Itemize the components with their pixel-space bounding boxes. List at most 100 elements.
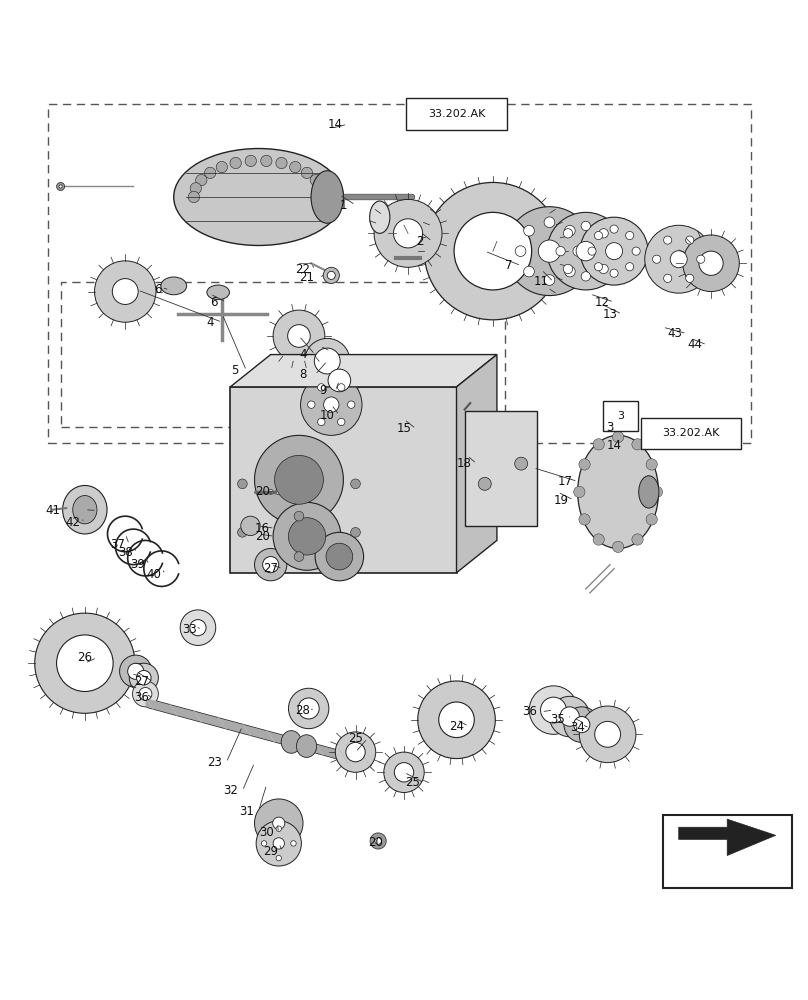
- Circle shape: [544, 275, 555, 285]
- Circle shape: [375, 838, 381, 844]
- Ellipse shape: [73, 496, 97, 524]
- Circle shape: [338, 384, 345, 391]
- Circle shape: [190, 183, 201, 194]
- Circle shape: [346, 742, 365, 762]
- Circle shape: [671, 251, 688, 268]
- Circle shape: [196, 174, 207, 186]
- Circle shape: [318, 191, 329, 203]
- Circle shape: [351, 527, 360, 537]
- Circle shape: [563, 264, 573, 274]
- Circle shape: [301, 167, 313, 179]
- Circle shape: [188, 191, 200, 203]
- Circle shape: [524, 225, 534, 236]
- Circle shape: [593, 439, 604, 450]
- Text: 11: 11: [534, 275, 549, 288]
- Circle shape: [273, 502, 341, 570]
- Circle shape: [318, 384, 325, 391]
- Ellipse shape: [311, 171, 343, 223]
- Circle shape: [112, 279, 138, 304]
- Circle shape: [276, 157, 287, 169]
- Ellipse shape: [161, 277, 187, 295]
- Circle shape: [289, 161, 301, 173]
- Circle shape: [563, 229, 573, 238]
- Circle shape: [544, 217, 555, 228]
- Bar: [48, 104, 751, 443]
- Text: 4: 4: [299, 348, 307, 361]
- Circle shape: [515, 457, 528, 470]
- Text: 37: 37: [110, 538, 124, 551]
- Circle shape: [565, 225, 575, 236]
- Text: 28: 28: [296, 704, 310, 717]
- Circle shape: [580, 217, 648, 285]
- Ellipse shape: [578, 435, 659, 548]
- Text: 19: 19: [554, 493, 569, 506]
- Circle shape: [663, 236, 671, 244]
- Circle shape: [588, 247, 596, 255]
- Circle shape: [301, 374, 362, 435]
- Text: 4: 4: [206, 316, 214, 329]
- Circle shape: [351, 479, 360, 489]
- Circle shape: [564, 707, 600, 742]
- Text: 20: 20: [255, 530, 270, 543]
- Circle shape: [424, 182, 562, 320]
- Circle shape: [180, 610, 216, 645]
- Circle shape: [338, 418, 345, 426]
- Bar: [663, 815, 792, 888]
- Text: 17: 17: [558, 475, 573, 488]
- Circle shape: [57, 182, 65, 191]
- Polygon shape: [457, 355, 497, 573]
- Circle shape: [129, 663, 158, 692]
- Circle shape: [57, 635, 113, 691]
- Text: 20: 20: [368, 836, 383, 849]
- Circle shape: [625, 263, 633, 271]
- Circle shape: [316, 183, 327, 194]
- Circle shape: [261, 155, 272, 167]
- Circle shape: [273, 838, 284, 849]
- Circle shape: [696, 255, 705, 263]
- Circle shape: [370, 833, 386, 849]
- Circle shape: [294, 552, 304, 561]
- Circle shape: [686, 236, 694, 244]
- Circle shape: [593, 534, 604, 545]
- Text: 20: 20: [255, 485, 270, 498]
- Circle shape: [646, 459, 658, 470]
- Text: 5: 5: [230, 364, 238, 377]
- FancyBboxPatch shape: [230, 387, 457, 573]
- Ellipse shape: [207, 285, 229, 300]
- Text: 40: 40: [146, 568, 161, 581]
- Circle shape: [323, 267, 339, 283]
- Circle shape: [310, 174, 322, 186]
- Circle shape: [478, 477, 491, 490]
- Circle shape: [133, 681, 158, 707]
- Circle shape: [276, 826, 281, 831]
- Text: 27: 27: [134, 675, 149, 688]
- Circle shape: [261, 841, 267, 846]
- Circle shape: [314, 348, 340, 374]
- Text: 3: 3: [617, 411, 624, 421]
- Text: 6: 6: [154, 283, 162, 296]
- Circle shape: [238, 527, 247, 537]
- Text: 38: 38: [118, 546, 133, 559]
- Circle shape: [574, 486, 585, 498]
- Circle shape: [439, 702, 474, 738]
- Text: 22: 22: [296, 263, 310, 276]
- Text: 32: 32: [223, 784, 238, 797]
- Text: 39: 39: [130, 558, 145, 571]
- Circle shape: [139, 687, 152, 700]
- FancyBboxPatch shape: [603, 401, 638, 431]
- Circle shape: [529, 686, 578, 734]
- Circle shape: [327, 271, 335, 279]
- Circle shape: [632, 247, 640, 255]
- Circle shape: [599, 229, 608, 238]
- Text: 33: 33: [183, 623, 197, 636]
- Circle shape: [686, 274, 694, 282]
- Text: 31: 31: [239, 805, 254, 818]
- Text: 3: 3: [606, 421, 614, 434]
- Circle shape: [288, 518, 326, 555]
- Text: 33.202.AK: 33.202.AK: [662, 428, 720, 438]
- Circle shape: [516, 246, 526, 256]
- Circle shape: [128, 663, 144, 679]
- Bar: [61, 282, 505, 427]
- Circle shape: [574, 717, 590, 733]
- Circle shape: [255, 799, 303, 847]
